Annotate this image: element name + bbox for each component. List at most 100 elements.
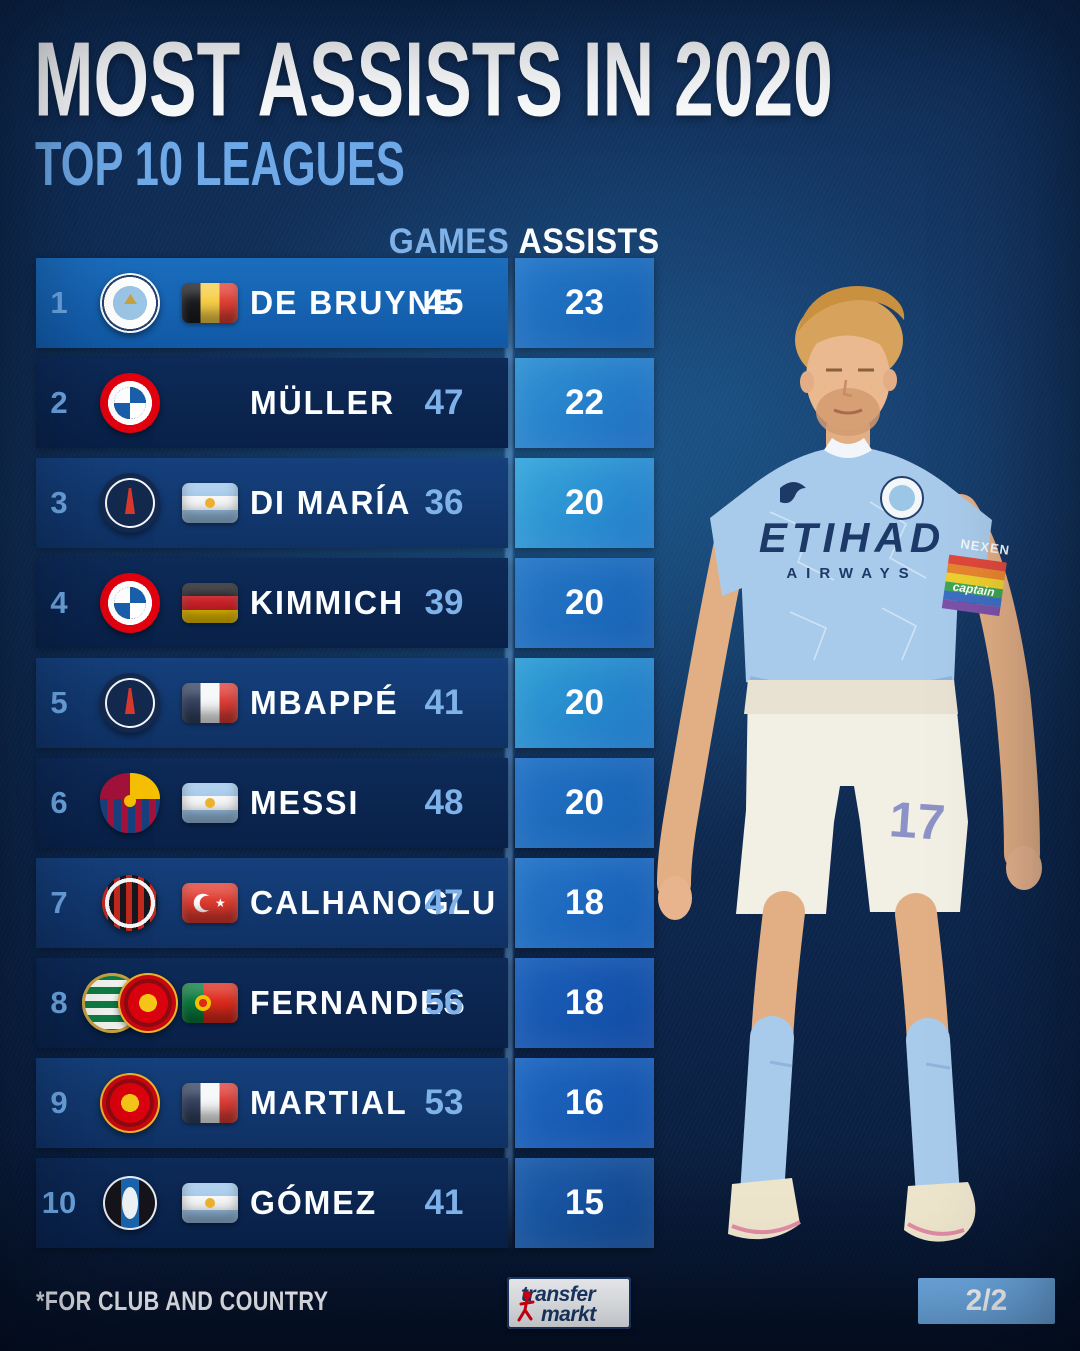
row-panel: 4 KIMMICH 39 bbox=[36, 558, 508, 648]
club-badges bbox=[82, 673, 178, 733]
club-badges bbox=[82, 973, 178, 1033]
bayern-badge bbox=[100, 573, 160, 633]
sleeve-sponsor-text: NEXEN bbox=[960, 536, 1011, 558]
argentina-flag bbox=[182, 783, 238, 823]
table-row: 4 KIMMICH 39 20 bbox=[36, 558, 656, 648]
row-panel: 6 MESSI 48 bbox=[36, 758, 508, 848]
player-name: DE BRUYNE bbox=[250, 284, 456, 321]
assists-value: 15 bbox=[565, 1183, 604, 1222]
transfermarkt-logo: transfer markt bbox=[507, 1277, 631, 1329]
table-row: 7 CALHANOGLU 47 18 bbox=[36, 858, 656, 948]
games-value: 48 bbox=[424, 783, 464, 822]
ac-milan-badge bbox=[102, 875, 158, 931]
rank-label: 1 bbox=[50, 285, 68, 320]
games-value: 41 bbox=[424, 1183, 464, 1222]
atalanta-badge bbox=[103, 1176, 157, 1230]
rank-label: 8 bbox=[50, 985, 68, 1020]
armband-text: captain bbox=[952, 579, 996, 599]
page-title: MOST ASSISTS IN 2020 bbox=[34, 19, 833, 139]
turkey-flag bbox=[182, 883, 238, 923]
club-badges bbox=[82, 373, 178, 433]
games-value: 36 bbox=[424, 483, 464, 522]
jersey-sponsor-line1: ETIHAD bbox=[759, 514, 945, 561]
games-value: 39 bbox=[424, 583, 464, 622]
column-seam-glow bbox=[505, 258, 513, 1248]
france-flag bbox=[182, 1083, 238, 1123]
assists-cell: 23 bbox=[515, 258, 654, 348]
table-row: 3 DI MARÍA 36 20 bbox=[36, 458, 656, 548]
games-value: 47 bbox=[424, 383, 464, 422]
assists-column-header: ASSISTS bbox=[518, 222, 660, 261]
games-value: 41 bbox=[424, 683, 464, 722]
rank-label: 4 bbox=[50, 585, 68, 620]
argentina-flag bbox=[182, 1183, 238, 1223]
player-name: MBAPPÉ bbox=[250, 684, 399, 721]
assists-value: 18 bbox=[565, 883, 604, 922]
row-panel: 2 MÜLLER 47 bbox=[36, 358, 508, 448]
club-badges bbox=[82, 273, 178, 333]
argentina-flag bbox=[182, 483, 238, 523]
jersey-sponsor-line2: AIRWAYS bbox=[786, 565, 917, 582]
psg-badge bbox=[100, 473, 160, 533]
games-column-header: GAMES bbox=[388, 222, 510, 261]
games-value: 47 bbox=[424, 883, 464, 922]
man-united-badge bbox=[118, 973, 178, 1033]
page-subtitle: TOP 10 LEAGUES bbox=[35, 130, 405, 199]
assists-cell: 20 bbox=[515, 558, 654, 648]
table-row: 2 MÜLLER 47 22 bbox=[36, 358, 656, 448]
assists-value: 20 bbox=[565, 683, 604, 722]
player-name: CALHANOGLU bbox=[250, 884, 498, 921]
player-name: MESSI bbox=[250, 784, 360, 821]
rank-label: 3 bbox=[50, 485, 68, 520]
row-panel: 3 DI MARÍA 36 bbox=[36, 458, 508, 548]
club-badges bbox=[82, 473, 178, 533]
assists-value: 18 bbox=[565, 983, 604, 1022]
row-panel: 8 FERNANDES 56 bbox=[36, 958, 508, 1048]
games-value: 45 bbox=[424, 283, 464, 322]
table-row: 10 GÓMEZ 41 15 bbox=[36, 1158, 656, 1248]
rank-label: 6 bbox=[50, 785, 68, 820]
player-name: KIMMICH bbox=[250, 584, 405, 621]
table-row: 9 MARTIAL 53 16 bbox=[36, 1058, 656, 1148]
assists-cell: 18 bbox=[515, 858, 654, 948]
portugal-flag bbox=[182, 983, 238, 1023]
table-row: 8 FERNANDES 56 18 bbox=[36, 958, 656, 1048]
table-row: 1 DE BRUYNE 45 23 bbox=[36, 258, 656, 348]
row-panel: 7 CALHANOGLU 47 bbox=[36, 858, 508, 948]
club-badges bbox=[82, 1176, 178, 1230]
page-indicator: 2/2 bbox=[918, 1278, 1055, 1324]
assists-cell: 22 bbox=[515, 358, 654, 448]
france-flag bbox=[182, 683, 238, 723]
row-panel: 5 MBAPPÉ 41 bbox=[36, 658, 508, 748]
club-badges bbox=[82, 1073, 178, 1133]
barcelona-badge bbox=[100, 773, 160, 833]
transfermarkt-figure-icon bbox=[517, 1291, 535, 1322]
games-value: 53 bbox=[424, 1083, 464, 1122]
assists-value: 20 bbox=[565, 783, 604, 822]
assists-value: 20 bbox=[565, 583, 604, 622]
rank-label: 10 bbox=[41, 1185, 77, 1220]
assists-cell: 18 bbox=[515, 958, 654, 1048]
rank-label: 9 bbox=[50, 1085, 68, 1120]
club-badges bbox=[82, 773, 178, 833]
player-name: MÜLLER bbox=[250, 384, 395, 421]
transfermarkt-logo-line2: markt bbox=[541, 1303, 596, 1326]
assists-cell: 20 bbox=[515, 758, 654, 848]
rank-label: 7 bbox=[50, 885, 68, 920]
captain-armband: captain bbox=[941, 554, 1007, 617]
club-badges bbox=[82, 875, 178, 931]
games-value: 56 bbox=[424, 983, 464, 1022]
player-name: MARTIAL bbox=[250, 1084, 408, 1121]
assists-value: 22 bbox=[565, 383, 604, 422]
player-name: FERNANDES bbox=[250, 984, 467, 1021]
man-city-badge bbox=[100, 273, 160, 333]
row-panel: 9 MARTIAL 53 bbox=[36, 1058, 508, 1148]
row-panel: 10 GÓMEZ 41 bbox=[36, 1158, 508, 1248]
player-photo: NEXEN captain ETIHAD AIRWAYS 17 bbox=[657, 286, 1042, 1242]
man-united-badge bbox=[100, 1073, 160, 1133]
psg-badge bbox=[100, 673, 160, 733]
germany-flag bbox=[182, 583, 238, 623]
assists-cell: 15 bbox=[515, 1158, 654, 1248]
assists-cell: 20 bbox=[515, 458, 654, 548]
